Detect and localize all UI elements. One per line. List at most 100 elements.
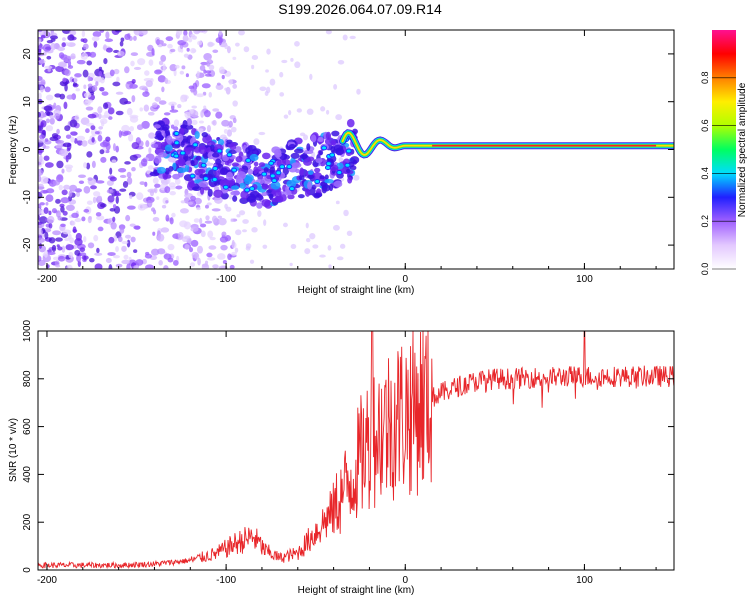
spectrogram-noise-blob bbox=[177, 104, 182, 109]
spectrogram-band-blob bbox=[310, 134, 317, 143]
spectrogram-peak-blob bbox=[216, 148, 223, 154]
spectrogram-noise-blob bbox=[74, 73, 82, 78]
spectrogram-noise-blob bbox=[78, 252, 87, 257]
spectrogram-noise-blob bbox=[251, 227, 258, 233]
spectrogram-band-blob bbox=[219, 167, 229, 176]
spectrogram-noise-blob bbox=[157, 233, 165, 242]
spectrogram-noise-blob bbox=[184, 111, 191, 119]
spectrogram-noise-blob bbox=[172, 259, 179, 266]
spectrogram-noise-blob bbox=[163, 265, 169, 269]
spectrogram-noise-blob bbox=[96, 215, 105, 221]
spectrogram-noise-blob bbox=[162, 63, 166, 72]
spectrogram-noise-blob bbox=[87, 113, 97, 119]
spectrogram-band-blob bbox=[235, 146, 242, 153]
spectrogram-noise-blob bbox=[99, 30, 105, 33]
spectrogram-noise-blob bbox=[56, 160, 64, 169]
spectrogram-noise-blob bbox=[217, 215, 223, 219]
spectrogram-noise-blob bbox=[113, 255, 121, 259]
spectrogram-noise-blob bbox=[169, 109, 179, 113]
spectrogram-noise-blob bbox=[137, 58, 146, 66]
spectrogram-band-blob bbox=[268, 193, 274, 199]
spectrogram-band-blob bbox=[247, 145, 257, 152]
spectrogram-band-blob bbox=[298, 174, 305, 181]
spectrogram-band-blob bbox=[253, 161, 259, 167]
spectrogram-noise-blob bbox=[223, 128, 228, 134]
spectrogram-noise-blob bbox=[154, 183, 161, 188]
snr-y-tick-label: 0 bbox=[22, 567, 33, 573]
spectrogram-noise-blob bbox=[177, 232, 184, 240]
spectrogram-noise-blob bbox=[180, 94, 187, 103]
spectrogram-noise-blob bbox=[179, 208, 189, 214]
spectrogram-noise-blob bbox=[131, 167, 136, 172]
spectrogram-noise-blob bbox=[182, 34, 189, 43]
spectrogram-noise-blob bbox=[251, 55, 259, 60]
snr-x-tick-label: 100 bbox=[576, 575, 593, 586]
spectrogram-noise-blob bbox=[89, 258, 95, 263]
spectrogram-noise-blob bbox=[265, 69, 269, 73]
spectrogram-noise-blob bbox=[129, 83, 138, 89]
spectrogram-noise-blob bbox=[38, 129, 46, 134]
spectrogram-x-tick-label: 0 bbox=[402, 274, 408, 285]
spectrogram-noise-blob bbox=[169, 191, 176, 196]
spectrogram-noise-blob bbox=[69, 119, 78, 128]
spectrogram-noise-blob bbox=[309, 232, 316, 240]
snr-frame bbox=[37, 330, 675, 571]
spectrogram-noise-blob bbox=[81, 216, 86, 222]
spectrogram-noise-blob bbox=[107, 252, 116, 257]
spectrogram-noise-blob bbox=[99, 149, 105, 155]
spectrogram-noise-blob bbox=[69, 237, 75, 244]
snr-plot: -200 -100 0 100 0 200 400 600 800 1000 Height of… bbox=[8, 319, 675, 596]
spectrogram-noise-blob bbox=[66, 94, 74, 100]
spectrogram-noise-blob bbox=[103, 57, 108, 65]
spectrogram-noise-blob bbox=[38, 207, 42, 215]
spectrogram-noise-blob bbox=[64, 237, 70, 242]
spectrogram-noise-blob bbox=[55, 264, 61, 268]
spectrogram-noise-blob bbox=[87, 75, 91, 82]
spectrogram-noise-blob bbox=[214, 196, 223, 204]
spectrogram-noise-blob bbox=[38, 221, 43, 225]
spectrogram-noise-blob bbox=[169, 217, 174, 225]
spectrogram-noise-blob bbox=[70, 53, 76, 60]
spectrogram-band-blob bbox=[269, 166, 276, 173]
spectrogram-noise-blob bbox=[49, 117, 55, 125]
spectrogram-noise-blob bbox=[184, 244, 190, 250]
spectrogram-noise-blob bbox=[133, 66, 142, 70]
spectrogram-noise-blob bbox=[279, 92, 285, 97]
spectrogram-noise-blob bbox=[232, 100, 238, 107]
spectrogram-noise-blob bbox=[116, 76, 120, 83]
spectrogram-noise-blob bbox=[115, 263, 123, 268]
spectrogram-noise-blob bbox=[44, 86, 51, 93]
spectrogram-noise-blob bbox=[115, 91, 124, 95]
spectrogram-noise-blob bbox=[288, 110, 292, 116]
spectrogram-noise-blob bbox=[217, 253, 226, 260]
spectrogram-noise-blob bbox=[129, 126, 134, 132]
spectrogram-noise-blob bbox=[46, 251, 56, 256]
spectrogram-noise-blob bbox=[304, 248, 311, 255]
spectrogram-noise-blob bbox=[211, 208, 221, 212]
spectrogram-band-blob bbox=[229, 142, 237, 151]
spectrogram-noise-blob bbox=[163, 112, 171, 116]
spectrogram-noise-blob bbox=[194, 252, 200, 260]
spectrogram-peak-blob bbox=[269, 173, 276, 179]
spectrogram-noise-blob bbox=[198, 120, 204, 124]
spectrogram-noise-blob bbox=[65, 244, 74, 251]
spectrogram-band-blob bbox=[324, 178, 335, 184]
spectrogram-noise-blob bbox=[61, 189, 68, 196]
spectrogram-noise-blob bbox=[81, 140, 88, 147]
spectrogram-noise-blob bbox=[167, 243, 175, 251]
spectrogram-band-blob bbox=[325, 131, 332, 141]
spectrogram-noise-blob bbox=[98, 66, 103, 71]
spectrogram-noise-blob bbox=[157, 75, 166, 83]
spectrogram-noise-blob bbox=[196, 93, 204, 98]
spectrogram-noise-blob bbox=[129, 194, 133, 199]
spectrogram-band-blob bbox=[321, 184, 331, 192]
spectrogram-noise-blob bbox=[107, 195, 115, 203]
spectrogram-band-blob bbox=[312, 192, 323, 198]
spectrogram-noise-blob bbox=[73, 76, 78, 83]
spectrogram-noise-blob bbox=[133, 265, 139, 269]
spectrogram-noise-blob bbox=[133, 249, 138, 253]
spectrogram-band-blob bbox=[172, 173, 181, 180]
spectrogram-noise-blob bbox=[201, 83, 211, 89]
spectrogram-noise-blob bbox=[203, 110, 211, 118]
spectrogram-noise-blob bbox=[207, 257, 216, 261]
